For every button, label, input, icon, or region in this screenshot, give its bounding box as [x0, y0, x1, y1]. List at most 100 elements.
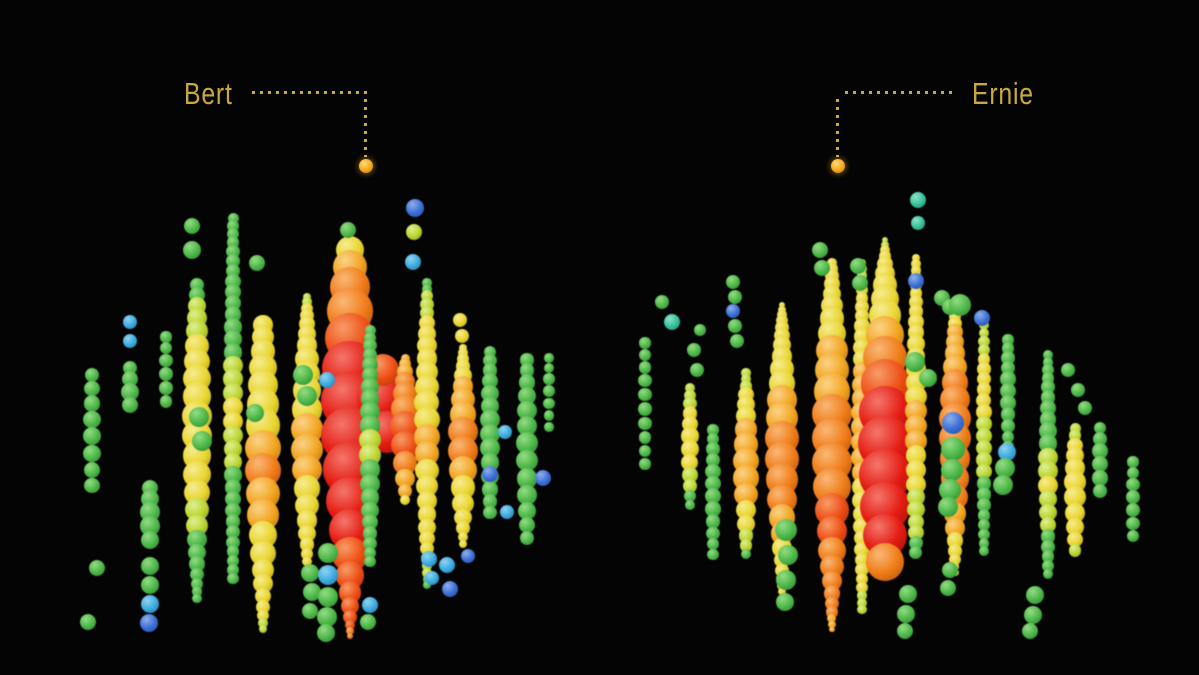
dom-sphere-cyan [421, 551, 437, 567]
dom-sphere-green [706, 432, 720, 446]
dom-sphere-green [685, 499, 695, 510]
dom-sphere-green [1001, 430, 1015, 444]
dom-sphere-green [543, 410, 555, 422]
dom-sphere-yelgreen [857, 597, 867, 608]
dom-sphere-green [694, 324, 706, 336]
leader-line-vertical-ernie [836, 99, 839, 157]
dom-sphere-yelgreen [856, 590, 868, 601]
dom-sphere-yellow [457, 531, 469, 543]
dom-sphere-blue [461, 549, 475, 563]
dom-sphere-green [941, 437, 965, 461]
dom-sphere-yellow [778, 587, 786, 595]
dom-sphere-green [638, 445, 652, 458]
dom-sphere-green [160, 331, 172, 343]
dom-sphere-green [1092, 443, 1108, 459]
dom-sphere-green [740, 548, 751, 559]
dom-sphere-yellow [949, 554, 961, 566]
dom-sphere-yellow [453, 313, 467, 327]
dom-sphere-amber [395, 469, 415, 489]
dom-sphere-green [1043, 350, 1053, 360]
dom-sphere-cyan [998, 443, 1016, 461]
dom-sphere-green [728, 319, 742, 333]
dom-sphere-green [544, 422, 554, 432]
dom-sphere-green [84, 477, 100, 493]
dom-sphere-green [977, 498, 991, 512]
dom-sphere-green [978, 546, 990, 557]
dom-sphere-blue [942, 412, 964, 434]
dom-sphere-green [543, 373, 555, 385]
dom-sphere-green [227, 572, 239, 584]
dom-sphere-green [850, 258, 866, 274]
dom-sphere-yellow [1064, 502, 1086, 523]
dom-sphere-cyan [123, 315, 137, 329]
dom-sphere-green [159, 381, 173, 395]
dom-sphere-green [1042, 363, 1054, 376]
dom-sphere-green [687, 343, 701, 357]
dom-sphere-green [1042, 356, 1054, 368]
dom-sphere-yelgreen [976, 427, 992, 444]
dom-sphere-green [1042, 559, 1054, 572]
dom-sphere-green [638, 348, 651, 361]
dom-sphere-yelgreen [683, 479, 697, 493]
dom-sphere-green [303, 583, 321, 601]
dom-sphere-yellow [681, 440, 699, 459]
dom-sphere-green [543, 385, 555, 398]
dom-sphere-yelgreen [685, 383, 695, 393]
dom-sphere-green [141, 557, 159, 575]
dom-sphere-amber [397, 484, 413, 499]
dom-sphere-green [897, 605, 915, 623]
dom-sphere-yellow [827, 258, 837, 268]
dom-sphere-green [909, 546, 923, 560]
dom-sphere-green [246, 404, 264, 422]
dom-sphere-green [183, 241, 201, 259]
dom-sphere-green [726, 275, 740, 289]
dom-sphere-green [1061, 363, 1075, 377]
dom-sphere-green [778, 545, 798, 565]
dom-sphere-green [899, 585, 917, 603]
dom-sphere-green [638, 387, 652, 402]
dom-sphere-green [706, 442, 720, 456]
dom-sphere-cyan [439, 557, 455, 573]
dom-sphere-blue [535, 470, 551, 486]
dom-sphere-green [480, 438, 500, 459]
dom-sphere-yellow [949, 310, 961, 322]
dom-sphere-green [364, 331, 376, 344]
dom-sphere-green [812, 242, 828, 258]
dom-sphere-green [1126, 516, 1140, 530]
dom-sphere-green [483, 505, 497, 520]
dom-sphere-green [940, 580, 956, 596]
dom-sphere-yellow [777, 310, 787, 320]
dom-sphere-green [1126, 503, 1140, 517]
dom-sphere-green [1126, 489, 1140, 504]
dom-sphere-green [1126, 529, 1140, 542]
dom-sphere-yelgreen [406, 224, 422, 240]
dom-sphere-blue [482, 466, 498, 482]
dom-sphere-yellow [776, 315, 788, 327]
dom-sphere-green [1041, 539, 1055, 554]
dom-sphere-yellow [302, 556, 312, 567]
dom-sphere-yelgreen [738, 528, 754, 544]
dom-sphere-green [121, 382, 139, 401]
dom-sphere-yelgreen [302, 297, 312, 307]
dom-sphere-cyan [362, 597, 378, 613]
dom-sphere-green [297, 386, 317, 406]
dom-sphere-green [1042, 568, 1054, 580]
dom-sphere-green [227, 212, 239, 224]
dom-sphere-yellow [911, 253, 921, 263]
leader-line-vertical-bert [364, 99, 367, 157]
dom-sphere-green [1092, 431, 1108, 447]
dom-sphere-yellow [1066, 518, 1084, 536]
dom-sphere-green [227, 220, 239, 232]
dom-sphere-green [518, 386, 536, 405]
dom-sphere-yelgreen [303, 293, 311, 301]
dom-sphere-green [814, 260, 830, 276]
dom-sphere-green [422, 278, 432, 288]
dom-sphere-blue [406, 199, 424, 217]
dom-sphere-yelgreen [976, 464, 992, 480]
dom-sphere-yelgreen [881, 236, 889, 244]
dom-sphere-yelgreen [978, 327, 990, 339]
dom-sphere-green [360, 614, 376, 630]
dom-sphere-green [776, 593, 794, 611]
dom-sphere-yellow [459, 344, 467, 352]
